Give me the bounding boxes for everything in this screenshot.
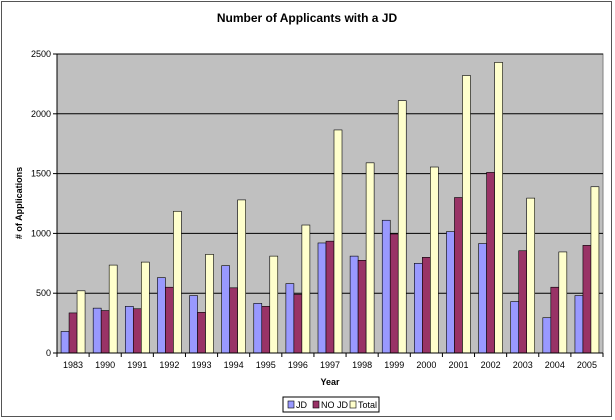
bar-total-1998 [365,162,375,354]
bar-jd-2005 [574,295,584,354]
bar-jd-1998 [349,255,359,354]
x-tick-label: 2001 [448,360,468,370]
legend-label-total: Total [358,400,377,410]
x-tick-label: 1993 [192,360,212,370]
bar-jd-1992 [157,277,166,354]
bar-total-1992 [173,210,182,354]
axes: 0 500 1000 1500 2000 2500 1983 1990 1991 1992 1993… [31,49,604,370]
bar-no-jd-2000 [422,257,431,354]
bar-jd-2000 [414,262,423,354]
x-tick-label: 1983 [63,360,83,370]
x-tick-label: 1990 [95,360,115,370]
bar-no-jd-2002 [486,172,495,354]
y-tick-label: 2000 [31,109,51,119]
x-tick-label: 1994 [224,360,244,370]
bar-no-jd-1992 [165,286,174,354]
bar-no-jd-2005 [582,245,592,354]
bar-total-1994 [237,199,246,354]
x-tick-label: 2000 [416,360,436,370]
x-tick-label: 1991 [127,360,147,370]
legend: JD NO JD Total [282,396,380,413]
chart-title: Number of Applicants with a JD [217,11,398,25]
bar-total-1995 [269,255,279,354]
bar-no-jd-1993 [197,312,206,354]
bar-no-jd-1991 [132,308,142,354]
y-tick-label: 1000 [31,228,51,238]
bar-total-1993 [205,254,214,354]
bar-total-2001 [462,75,471,354]
x-tick-label: 2002 [481,360,501,370]
bar-jd-1994 [221,265,230,354]
bar-no-jd-1996 [293,294,303,354]
bar-jd-2003 [510,301,520,354]
x-tick-label: 1995 [256,360,276,370]
bar-jd-1990 [92,307,102,354]
bar-no-jd-1998 [357,260,367,354]
x-tick-label: 2004 [545,360,565,370]
y-tick-label: 0 [46,348,51,358]
bar-total-1991 [140,261,150,354]
bar-total-1997 [333,129,343,354]
bar-jd-1996 [285,283,295,354]
bar-total-2002 [494,62,503,354]
y-tick-label: 2500 [31,49,51,59]
bars [60,62,600,354]
bar-no-jd-1990 [100,310,110,354]
y-tick-label: 1500 [31,169,51,179]
x-tick-label: 1996 [288,360,308,370]
y-tick-label: 500 [36,288,51,298]
x-axis-label: Year [320,377,340,387]
legend-swatch-jd [287,400,295,409]
bar-total-1999 [397,100,407,354]
x-tick-label: 2003 [513,360,533,370]
bar-jd-2004 [542,317,552,354]
bar-jd-2002 [478,243,487,354]
bar-no-jd-1983 [68,312,78,354]
bar-no-jd-2003 [518,250,528,354]
bar-no-jd-2004 [550,286,560,354]
bar-no-jd-1994 [229,287,238,354]
bar-no-jd-1997 [325,240,335,354]
bar-jd-1991 [124,306,134,354]
bar-jd-1999 [381,219,391,354]
y-axis-label: # of Applications [14,167,24,239]
bar-jd-1993 [189,295,198,354]
bar-no-jd-1999 [389,233,399,354]
x-tick-label: 1998 [352,360,372,370]
bar-total-2000 [430,166,439,354]
bar-total-2005 [590,186,600,354]
bar-total-1990 [108,264,118,354]
legend-label-jd: JD [296,400,308,410]
legend-label-no-jd: NO JD [321,400,349,410]
bar-total-2003 [526,197,536,354]
bar-total-1996 [301,224,311,354]
x-tick-label: 1992 [159,360,179,370]
bar-no-jd-2001 [454,197,463,354]
bar-jd-2001 [446,231,455,354]
legend-swatch-total [349,400,357,409]
legend-swatch-no-jd [312,400,320,409]
x-tick-label: 1999 [384,360,404,370]
bar-no-jd-1995 [261,306,271,354]
x-tick-label: 1997 [320,360,340,370]
bar-jd-1997 [317,242,327,354]
bar-total-1983 [76,290,86,354]
bar-total-2004 [558,251,568,354]
bar-jd-1983 [60,331,70,354]
x-tick-label: 2005 [577,360,597,370]
bar-jd-1995 [253,303,263,354]
